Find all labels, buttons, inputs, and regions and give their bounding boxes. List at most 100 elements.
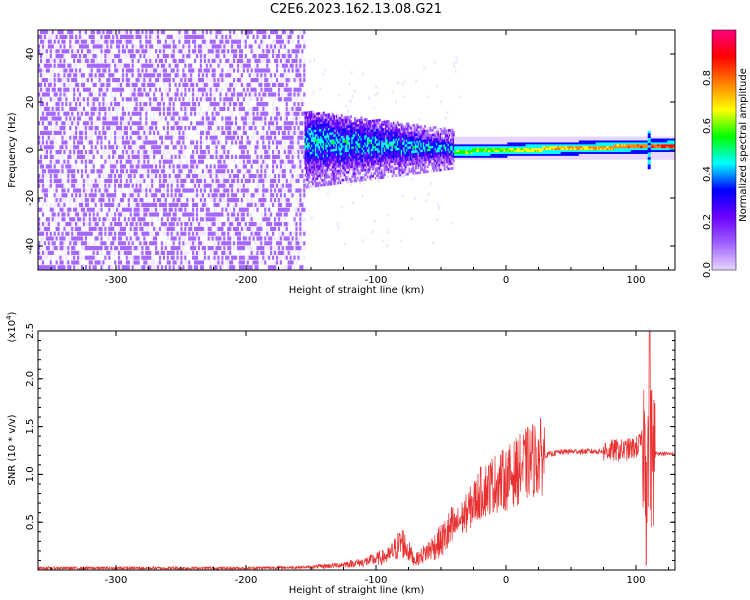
heatmap-cell [203,121,206,126]
heatmap-cell [125,207,128,212]
heatmap-cell [316,129,319,132]
heatmap-cell [219,135,222,140]
heatmap-cell [71,250,74,255]
heatmap-cell [311,141,313,145]
heatmap-cell [78,54,82,59]
heatmap-cell [240,217,243,222]
heatmap-cell [317,187,321,191]
heatmap-cell [197,44,201,49]
heatmap-cell [43,241,47,246]
heatmap-cell [326,175,329,179]
heatmap-cell [155,236,158,241]
heatmap-cell [231,140,234,145]
heatmap-cell [39,121,43,126]
heatmap-cell [160,30,164,35]
heatmap-cell [217,63,220,68]
heatmap-cell [234,130,238,135]
heatmap-cell [110,265,113,270]
heatmap-cell [250,30,253,35]
heatmap-cell [135,97,138,102]
heatmap-cell [168,169,171,174]
heatmap-cell [201,34,204,39]
heatmap-cell [272,121,275,126]
heatmap-cell [84,202,87,207]
heatmap-cell [264,202,267,207]
heatmap-cell [266,241,269,246]
heatmap-cell [90,145,93,150]
heatmap-cell [57,87,60,92]
heatmap-cell [61,169,64,174]
heatmap-cell [133,246,136,251]
heatmap-cell [285,58,288,63]
heatmap-cell [227,49,230,54]
heatmap-cell [192,236,195,241]
heatmap-cell [53,130,56,135]
heatmap-cell [308,115,311,119]
heatmap-cell [322,116,325,120]
heatmap-cell [309,122,312,126]
heatmap-cell [231,97,234,102]
heatmap-cell [129,226,132,231]
heatmap-cell [317,150,320,154]
heatmap-cell [149,116,152,121]
heatmap-cell [211,111,214,116]
heatmap-cell [268,255,271,260]
heatmap-cell [256,183,259,188]
heatmap-cell [231,82,234,87]
heatmap-cell [110,92,113,97]
heatmap-cell [223,49,226,54]
heatmap-cell [49,183,52,188]
heatmap-cell [73,236,76,241]
heatmap-cell [318,145,321,149]
heatmap-cell [291,174,294,179]
heatmap-cell [305,147,308,151]
heatmap-cell [186,265,189,270]
heatmap-cell [297,236,300,241]
heatmap-cell [153,111,156,116]
heatmap-cell [51,135,54,140]
heatmap-cell [123,212,126,217]
heatmap-cell [158,250,162,255]
heatmap-cell [164,178,167,183]
heatmap-cell [133,217,136,222]
heatmap-cell [242,241,245,246]
heatmap-cell [266,30,269,35]
heatmap-cell [127,140,130,145]
heatmap-cell [297,150,300,155]
heatmap-cell [102,241,105,246]
heatmap-cell [102,116,105,121]
heatmap-cell [246,265,249,270]
heatmap-cell [295,58,298,63]
heatmap-cell [254,255,257,260]
heatmap-cell [73,49,76,54]
heatmap-cell [108,226,111,231]
heatmap-cell [236,92,240,97]
heatmap-cell [299,30,302,35]
heatmap-cell [184,34,187,39]
heatmap-cell [314,143,317,147]
heatmap-cell [275,250,279,255]
heatmap-cell [145,231,148,236]
heatmap-cell [78,44,82,49]
heatmap-cell [240,255,243,260]
heatmap-cell [78,87,82,92]
heatmap-cell [227,236,230,241]
heatmap-cell [137,202,140,207]
heatmap-cell [127,260,130,265]
heatmap-cell [258,135,261,140]
heatmap-cell [90,30,93,35]
heatmap-cell [305,145,308,148]
heatmap-cell [308,118,311,121]
heatmap-cell [289,130,292,135]
heatmap-cell [221,97,224,102]
heatmap-cell [86,102,89,107]
heatmap-cell [104,82,107,87]
heatmap-cell [84,198,87,203]
heatmap-cell [194,106,197,111]
heatmap-cell [238,58,242,63]
heatmap-cell [268,231,271,236]
heatmap-cell [139,102,142,107]
heatmap-cell [121,97,125,102]
heatmap-cell [45,193,48,198]
heatmap-cell [279,222,282,227]
